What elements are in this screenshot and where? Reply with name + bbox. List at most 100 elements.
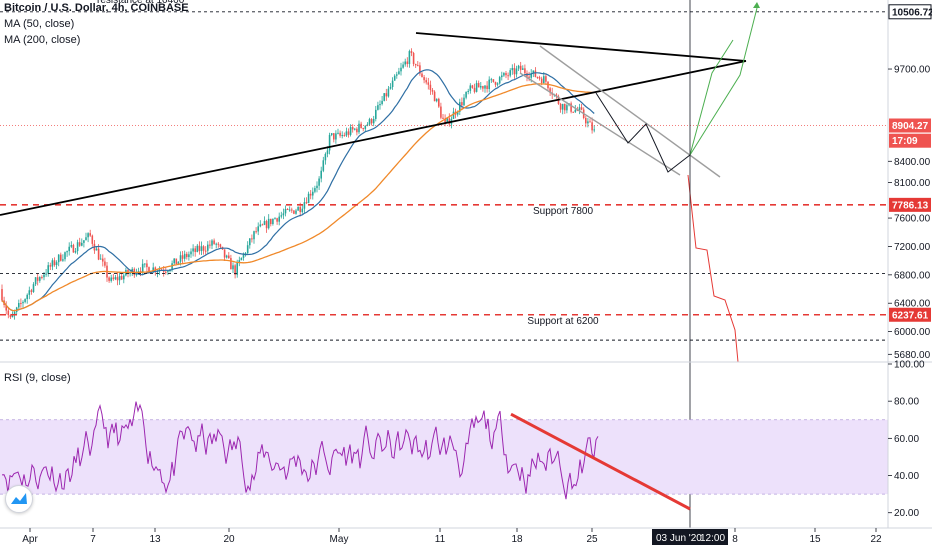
candle-body [314,188,316,192]
candle-body [190,251,192,255]
candle-body [522,68,524,70]
tradingview-logo-icon[interactable] [5,485,33,513]
candle-body [505,73,507,76]
candle-body [49,265,52,267]
candle-body [167,271,169,273]
candle-body [435,98,438,102]
ma50-line [1,69,595,312]
candle-body [95,248,98,251]
candle-body [228,255,230,259]
candle-body [30,290,33,292]
candle-body [391,80,394,87]
candle-body [70,245,73,247]
candle-body [366,124,369,126]
candle-body [236,262,238,275]
candle-body [288,209,291,211]
candle-body [574,109,577,113]
candle-body [57,254,60,263]
candle-body [585,118,587,124]
candle-body [87,233,89,238]
candle-body [7,310,10,316]
candle-body [225,255,228,258]
candle-body [564,103,566,111]
candle-body [293,210,295,214]
candle-body [240,257,243,261]
candle-body [341,135,343,137]
bullish-projection-2 [689,7,758,156]
candle-body [414,63,417,66]
candle-body [291,209,293,211]
candle-body [538,77,541,79]
price-tick-label: 9700.00 [894,65,931,76]
candle-body [72,245,75,253]
time-tick-label: 18 [511,534,523,545]
price-badge [889,197,931,212]
price-tick-label: 7600.00 [894,214,931,225]
candle-body [194,248,196,252]
candle-body [102,258,104,262]
candle-body [459,102,461,112]
candle-body [45,273,47,275]
candle-body [580,107,583,110]
candle-body [11,314,14,318]
candle-body [141,263,144,272]
candle-body [448,118,451,125]
candle-body [320,170,322,179]
candle-body [249,238,251,246]
candle-body [484,85,486,89]
candle-body [408,51,411,65]
candle-body [364,125,367,129]
chart-legend: Bitcoin / U.S. Dollar, 4h, COINBASE MA (… [4,0,189,48]
candle-body [396,74,398,76]
candle-body [467,90,469,92]
candle-body [263,221,266,225]
candle-body [440,106,442,118]
candle-body [204,250,207,252]
candle-body [532,70,535,74]
candle-body [53,260,56,266]
candle-body [91,235,94,244]
candle-body [112,277,115,280]
price-tick-label: 6800.00 [894,270,931,281]
rsi-band [0,419,888,495]
rsi-trendline [510,412,691,511]
candle-body [482,86,484,89]
projection-zigzag [595,92,691,173]
candle-body [429,84,432,90]
candle-body [299,206,301,213]
candle-body [492,79,495,82]
candle-body [589,121,591,123]
candle-body [301,208,304,213]
price-tick-label: 6000.00 [894,327,931,338]
candle-body [108,277,110,281]
candle-body [213,240,215,244]
candle-body [351,127,354,130]
candle-body [139,271,142,273]
candle-body [183,253,186,259]
candle-body [511,67,514,71]
candle-body [473,87,476,92]
candle-body [410,51,413,54]
candle-body [383,93,385,101]
price-badge-label: 6237.61 [892,310,929,321]
candle-body [200,246,203,252]
candle-body [587,121,589,124]
crosshair-time-badge [652,529,728,545]
candle-body [345,131,348,136]
channel-lower [519,72,681,176]
candle-body [36,277,39,281]
candle-body [253,231,255,240]
candle-body [452,111,455,119]
candle-body [507,75,509,77]
bullish-projection [689,39,734,156]
candle-body [566,105,568,111]
price-badge-label: 7786.13 [892,200,929,211]
candle-body [22,301,24,304]
candle-body [116,277,119,281]
candle-body [230,258,232,270]
candle-body [322,160,325,171]
candle-body [480,86,482,88]
candle-body [423,77,425,81]
candle-body [456,111,459,115]
